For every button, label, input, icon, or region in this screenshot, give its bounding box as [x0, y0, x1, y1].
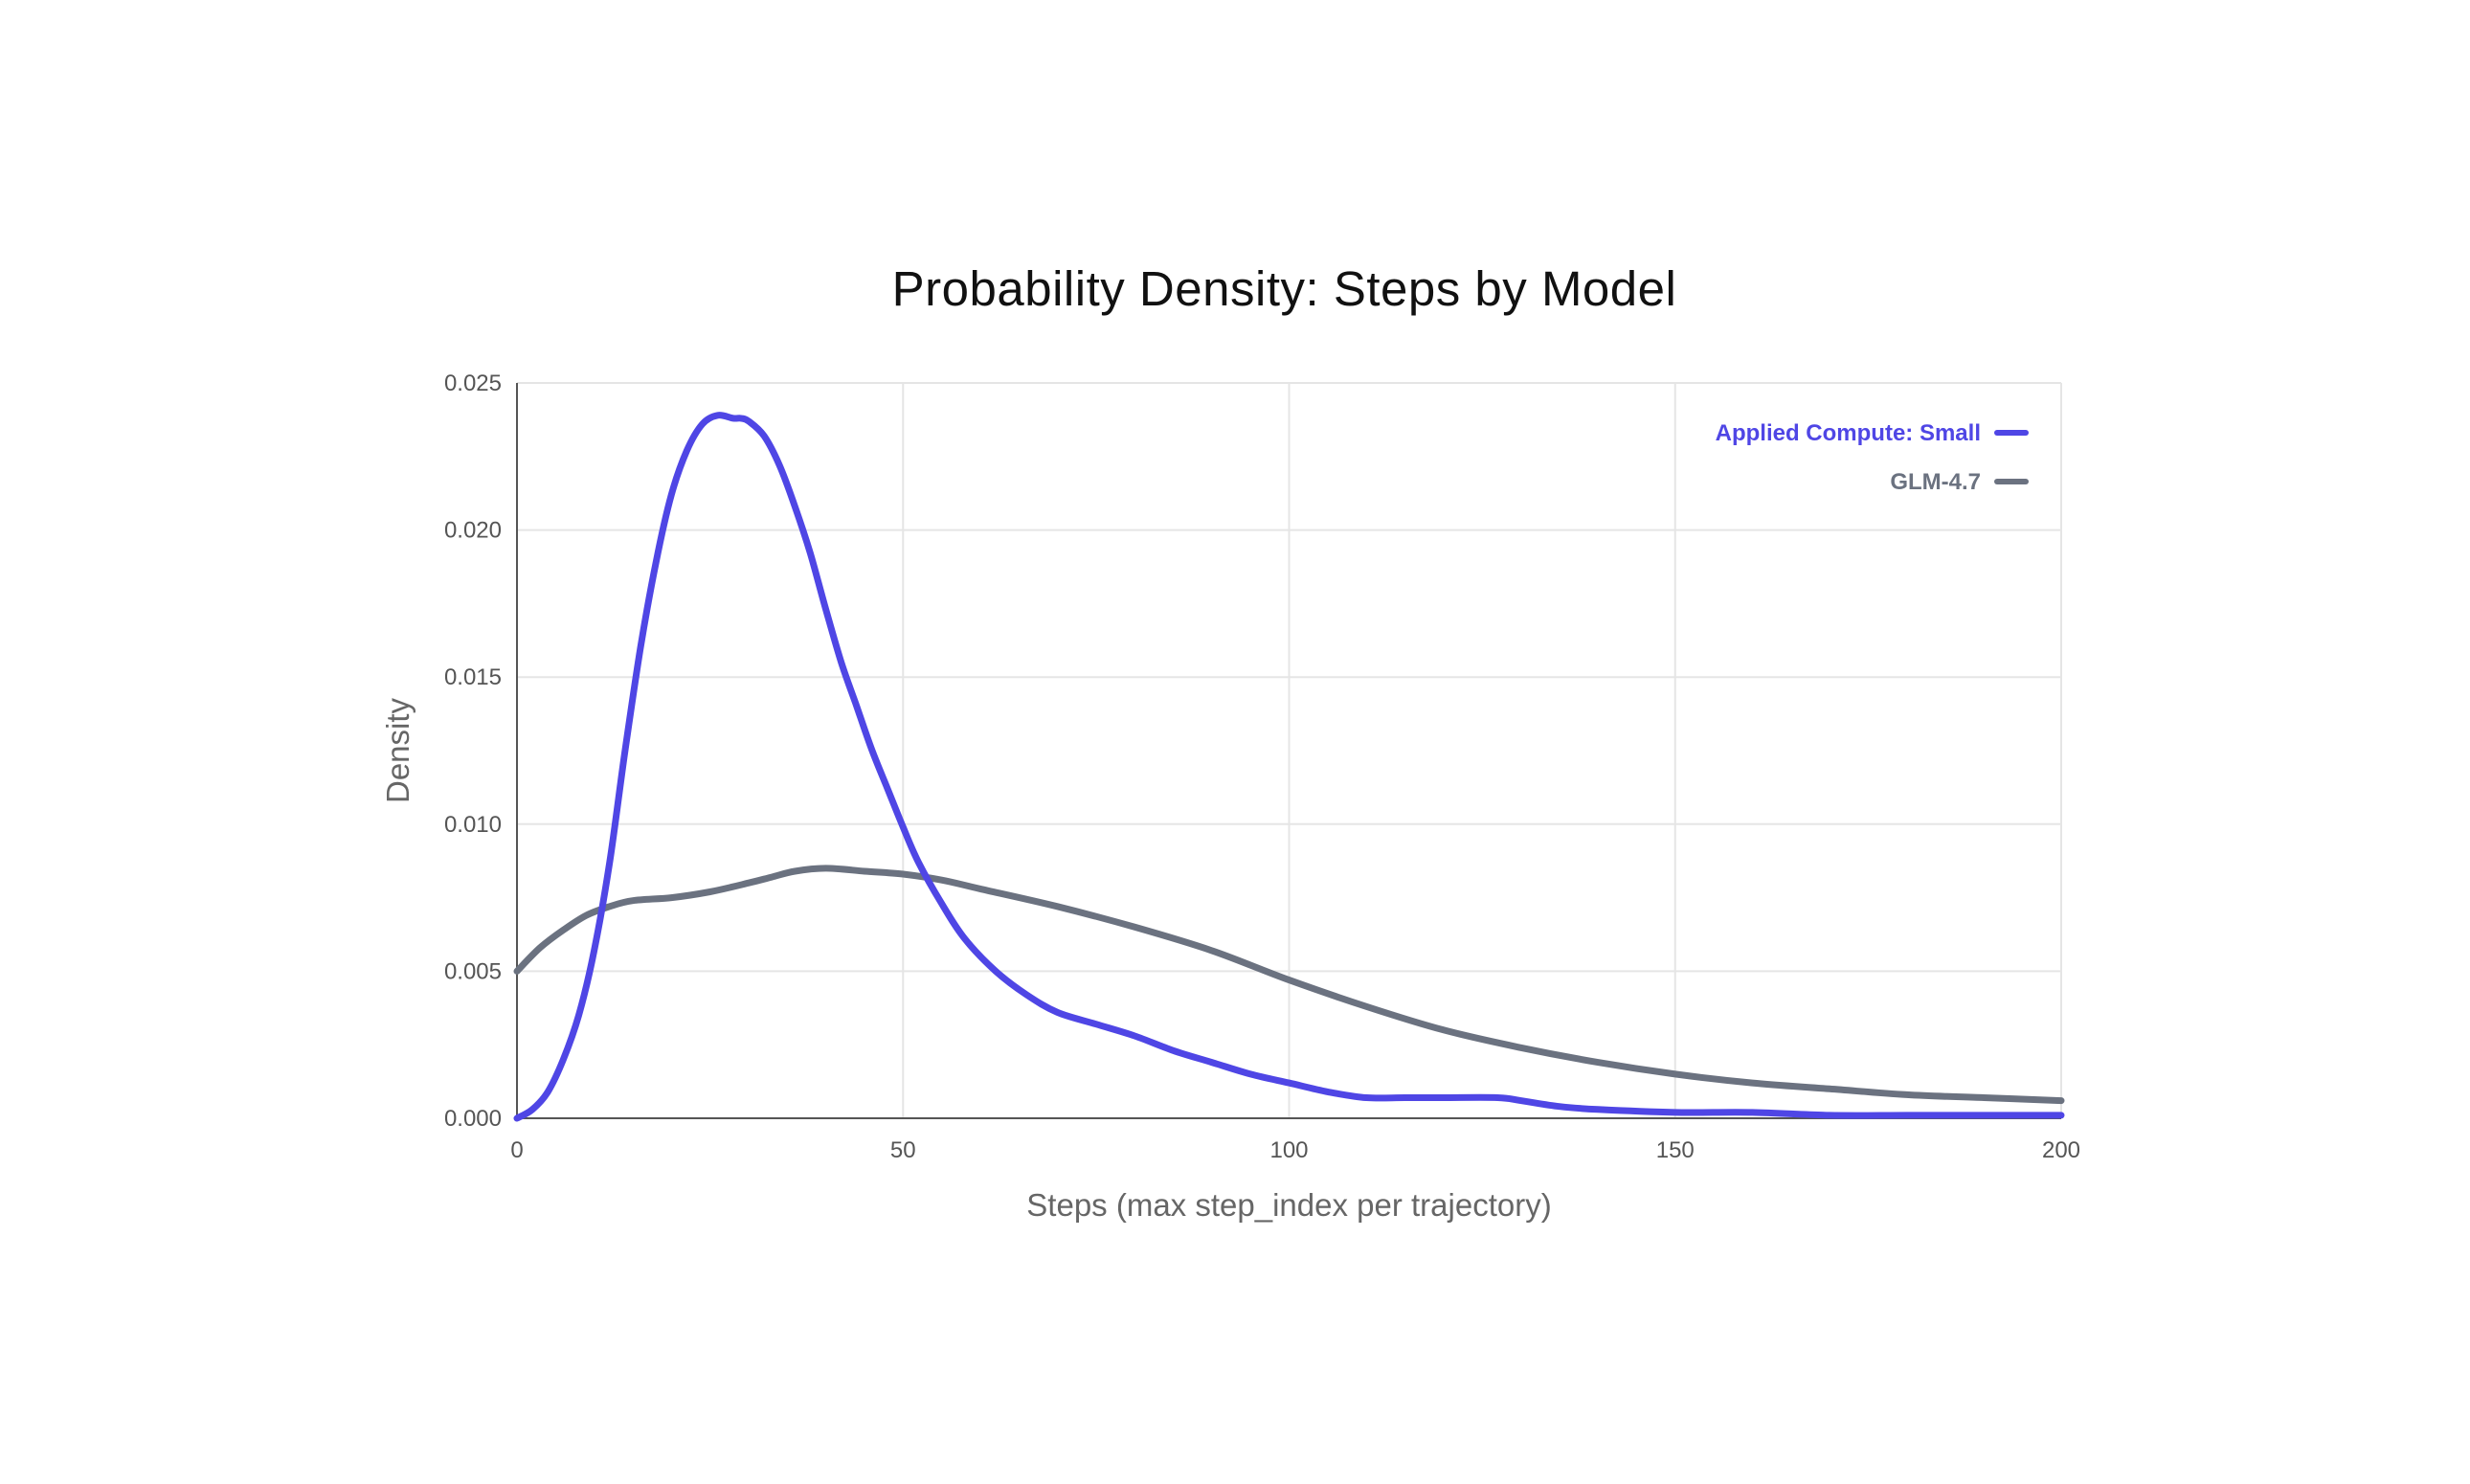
x-tick-label: 50	[890, 1137, 916, 1163]
x-tick-label: 200	[2042, 1137, 2080, 1163]
x-axis-title: Steps (max step_index per trajectory)	[1026, 1187, 1551, 1223]
series-line-glm-4-7	[513, 865, 2065, 1105]
y-tick-label: 0.010	[444, 812, 502, 838]
legend: Applied Compute: Small GLM-4.7	[1716, 420, 2029, 495]
axes	[516, 383, 2061, 1119]
y-axis-title: Density	[380, 697, 415, 803]
x-tick-label: 100	[1269, 1137, 1308, 1163]
legend-label-glm-4-7: GLM-4.7	[1890, 469, 1981, 495]
y-tick-label: 0.025	[444, 371, 502, 396]
x-tick-label: 150	[1656, 1137, 1695, 1163]
y-tick-label: 0.015	[444, 664, 502, 690]
y-tick-label: 0.000	[444, 1106, 502, 1132]
series-lines	[513, 412, 2065, 1122]
legend-label-applied-compute-small: Applied Compute: Small	[1716, 420, 1981, 446]
series-line-applied-compute-small	[513, 412, 2065, 1122]
chart-title: Probability Density: Steps by Model	[891, 261, 1677, 316]
x-tick-label: 0	[510, 1137, 523, 1163]
y-tick-label: 0.005	[444, 958, 502, 984]
y-tick-label: 0.020	[444, 518, 502, 544]
tick-labels: 0 50 100 150 200 0.000 0.005 0.010 0.015 0.020 0.0…	[444, 371, 2080, 1163]
grid-lines	[517, 382, 2062, 1118]
